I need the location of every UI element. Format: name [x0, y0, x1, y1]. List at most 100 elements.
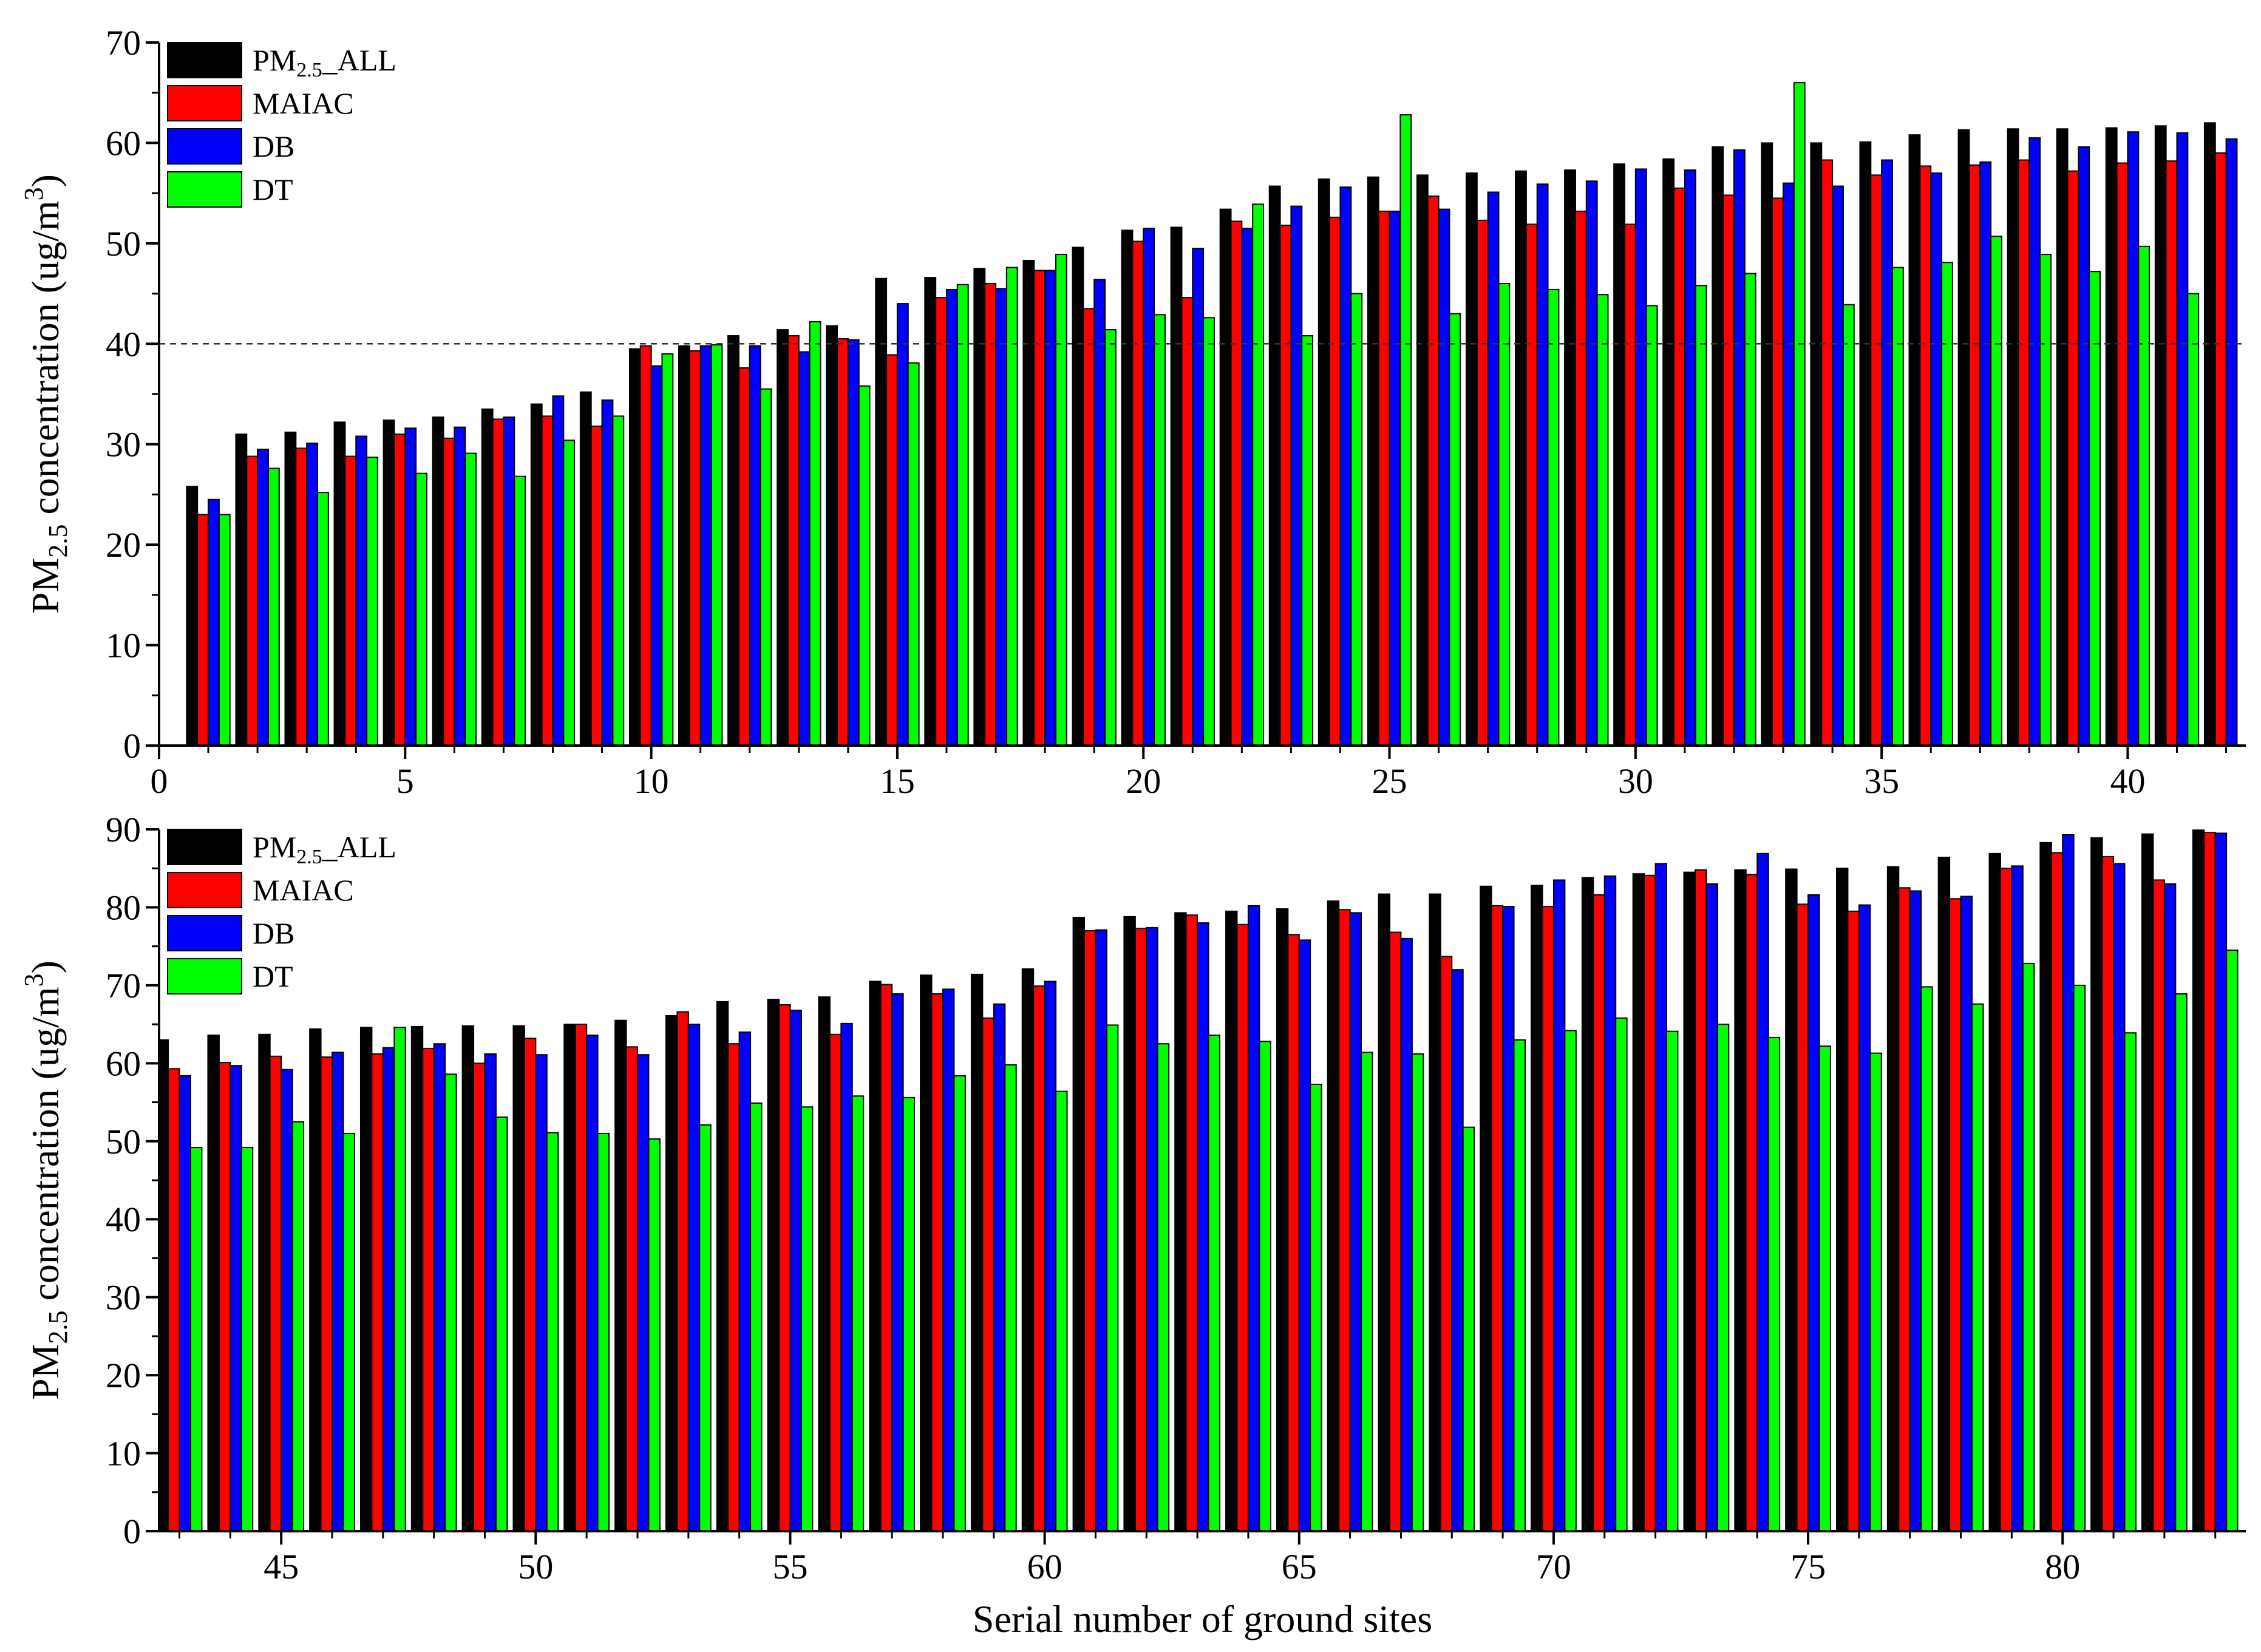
bar-pm2-5-all-site-62 [1123, 916, 1136, 1532]
bar-maiac-site-15 [886, 354, 898, 746]
bar-maiac-site-60 [1033, 985, 1046, 1532]
bar-dt-site-27 [1498, 283, 1511, 746]
bar-db-site-79 [2011, 865, 2024, 1532]
bar-maiac-site-59 [982, 1017, 994, 1532]
bar-dt-site-19 [1104, 329, 1117, 746]
bar-db-site-3 [306, 443, 319, 746]
bar-maiac-site-48 [422, 1047, 435, 1532]
bar-pm2-5-all-site-70 [1531, 885, 1543, 1532]
bar-pm2-5-all-site-67 [1378, 893, 1390, 1532]
bar-maiac-site-17 [984, 283, 997, 746]
bar-db-site-2 [257, 448, 269, 746]
bar-pm2-5-all-site-38 [2007, 128, 2019, 747]
bar-pm2-5-all-site-61 [1072, 917, 1086, 1532]
bar-maiac-site-79 [1999, 868, 2013, 1532]
x-tick-label: 60 [1027, 1547, 1062, 1586]
bar-dt-site-54 [750, 1102, 763, 1532]
bar-db-site-70 [1552, 879, 1566, 1532]
x-tick-label: 70 [1536, 1547, 1571, 1586]
bar-db-site-36 [1930, 172, 1943, 746]
bar-db-site-9 [601, 399, 614, 746]
bar-db-site-69 [1502, 906, 1515, 1532]
bar-dt-site-50 [546, 1132, 559, 1532]
bar-db-site-44 [229, 1065, 242, 1532]
bar-pm2-5-all-site-65 [1276, 908, 1289, 1532]
bar-maiac-site-44 [218, 1062, 231, 1532]
bar-db-site-73 [1705, 883, 1718, 1532]
legend-label-pm: PM2.5_ALL [253, 43, 396, 81]
bar-maiac-site-7 [492, 418, 505, 746]
bar-maiac-site-54 [727, 1043, 740, 1532]
x-tick-label: 20 [1126, 761, 1161, 801]
bar-pm2-5-all-site-66 [1327, 900, 1340, 1532]
bar-dt-site-17 [1005, 267, 1018, 746]
bar-db-site-83 [2214, 832, 2228, 1532]
bar-pm2-5-all-site-74 [1734, 869, 1747, 1532]
bar-db-site-33 [1783, 182, 1795, 747]
bar-dt-site-3 [317, 492, 329, 746]
bar-maiac-site-73 [1694, 869, 1707, 1532]
bar-db-site-82 [2163, 883, 2177, 1532]
bar-pm2-5-all-site-83 [2192, 829, 2205, 1532]
bar-pm2-5-all-site-51 [563, 1024, 576, 1532]
bar-maiac-site-3 [295, 447, 308, 746]
bar-pm2-5-all-site-78 [1937, 857, 1951, 1532]
bar-pm2-5-all-site-3 [284, 431, 297, 746]
bar-dt-site-64 [1259, 1041, 1271, 1532]
legend-swatch-db [167, 915, 242, 951]
bar-db-site-37 [1979, 161, 1992, 746]
bar-maiac-site-70 [1542, 906, 1554, 1532]
bar-db-site-64 [1247, 905, 1260, 1532]
bar-db-site-29 [1585, 180, 1598, 746]
bar-db-site-21 [1192, 248, 1205, 746]
bar-db-site-27 [1487, 191, 1500, 746]
bar-dt-site-72 [1666, 1030, 1679, 1532]
y-tick-label: 30 [106, 425, 141, 464]
x-tick-label: 40 [2110, 761, 2145, 801]
bar-pm2-5-all-site-52 [614, 1019, 627, 1532]
bar-maiac-site-35 [1870, 174, 1883, 746]
x-tick-label: 75 [1790, 1547, 1826, 1586]
bar-pm2-5-all-site-80 [2039, 841, 2052, 1532]
bar-dt-site-43 [189, 1147, 203, 1532]
bar-dt-site-59 [1004, 1064, 1017, 1532]
bar-db-site-31 [1684, 169, 1696, 746]
bar-dt-site-82 [2175, 993, 2188, 1532]
bar-maiac-site-53 [676, 1011, 689, 1532]
bar-dt-site-6 [464, 452, 477, 746]
legend-swatch-maiac [167, 872, 242, 908]
bar-maiac-site-75 [1796, 903, 1809, 1532]
bar-maiac-site-47 [371, 1053, 384, 1532]
legend-swatch-dt [167, 171, 242, 208]
chart-panel-2: 0 10 20 30 40 50 60 70 80 90 45 50 55 60 65 70 75 80 PM2.5… [19, 810, 2246, 1640]
bar-pm2-5-all-site-8 [530, 403, 543, 746]
bar-db-site-5 [404, 427, 417, 746]
bar-maiac-site-76 [1847, 910, 1860, 1532]
bar-dt-site-16 [956, 284, 969, 746]
legend-label-dt: DT [253, 959, 293, 993]
bar-dt-site-44 [240, 1147, 254, 1532]
bar-pm2-5-all-site-75 [1785, 868, 1798, 1532]
bar-pm2-5-all-site-72 [1632, 873, 1645, 1532]
bar-dt-site-1 [218, 514, 231, 746]
bar-dt-site-21 [1203, 317, 1215, 746]
bar-pm2-5-all-site-58 [920, 974, 933, 1532]
bar-dt-site-11 [710, 344, 723, 746]
bar-db-site-66 [1349, 912, 1362, 1532]
bar-pm2-5-all-site-43 [158, 1039, 169, 1532]
x-tick-label: 35 [1864, 761, 1899, 801]
bar-db-site-24 [1339, 186, 1352, 746]
bar-pm2-5-all-site-15 [875, 277, 888, 746]
bar-dt-site-5 [415, 472, 427, 747]
bar-dt-site-12 [760, 388, 772, 746]
bar-db-site-72 [1654, 863, 1668, 1532]
y-tick-label: 0 [123, 1512, 141, 1551]
bar-dt-site-57 [902, 1096, 916, 1532]
bar-db-site-14 [847, 339, 860, 746]
bar-dt-site-51 [597, 1132, 610, 1532]
bar-pm2-5-all-site-68 [1429, 893, 1441, 1532]
bar-dt-site-71 [1615, 1017, 1628, 1532]
bar-dt-site-55 [800, 1106, 814, 1532]
bar-dt-site-78 [1971, 1003, 1984, 1532]
bar-db-site-40 [2127, 131, 2140, 746]
